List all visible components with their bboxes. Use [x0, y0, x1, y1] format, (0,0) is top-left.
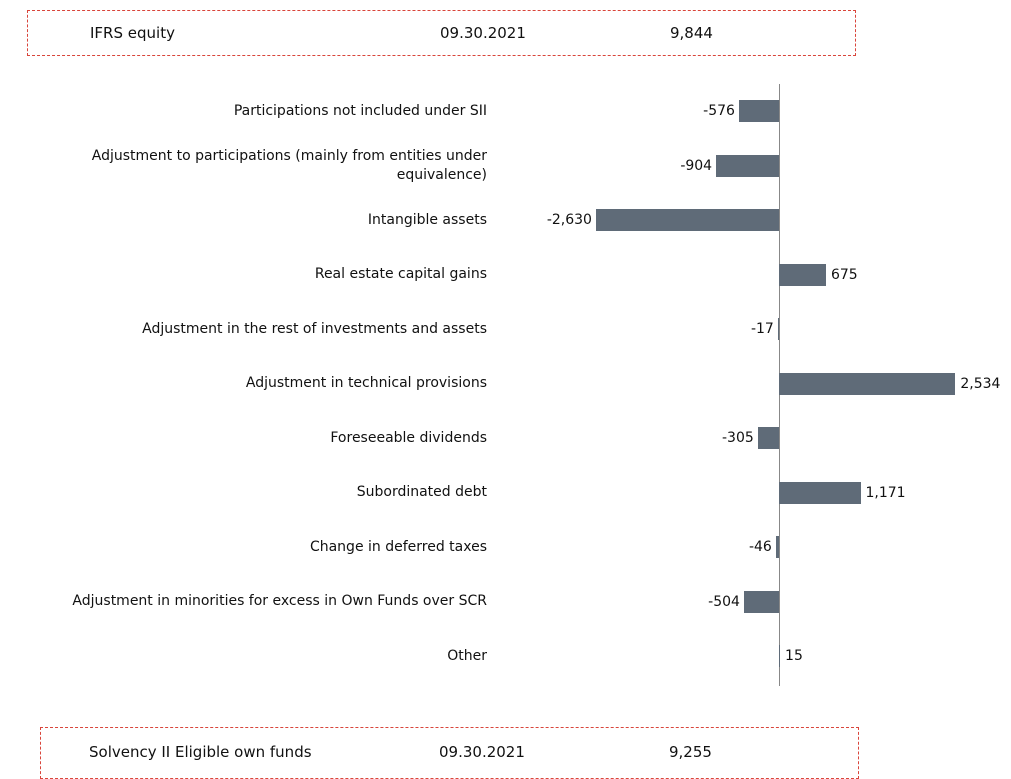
- category-label: Subordinated debt: [356, 484, 487, 500]
- value-label: -504: [708, 593, 740, 610]
- footer-label: Solvency II Eligible own funds: [89, 743, 312, 761]
- category-label: Participations not included under SII: [233, 102, 487, 119]
- bar: [738, 100, 779, 122]
- bar: [757, 427, 779, 449]
- value-label: -904: [680, 157, 713, 174]
- bar: [775, 536, 779, 558]
- category-label: Adjustment in minorities for excess in O…: [72, 593, 487, 609]
- bar: [779, 372, 956, 395]
- bar: [743, 590, 779, 613]
- value-label: -17: [750, 321, 774, 337]
- footer-date: 09.30.2021: [439, 743, 525, 761]
- value-label: -2,630: [546, 212, 592, 228]
- value-label: 15: [785, 648, 803, 664]
- value-label: -46: [748, 539, 772, 555]
- bar: [716, 154, 779, 177]
- category-label: Real estate capital gains: [314, 266, 487, 282]
- value-label: -576: [703, 103, 735, 119]
- value-label: -305: [722, 430, 754, 446]
- category-label: Adjustment in the rest of investments an…: [142, 320, 487, 337]
- bar: [595, 209, 779, 231]
- category-label: Other: [447, 647, 487, 664]
- footer-amount: 9,255: [669, 743, 712, 761]
- header-amount: 9,844: [670, 24, 713, 42]
- bar: [777, 318, 779, 340]
- category-label: Adjustment in technical provisions: [245, 375, 487, 391]
- header-date: 09.30.2021: [440, 24, 526, 42]
- category-label: Change in deferred taxes: [309, 538, 487, 555]
- bar: [779, 481, 861, 504]
- bar: [779, 263, 826, 286]
- header-box: IFRS equity 09.30.2021 9,844: [27, 10, 856, 56]
- value-label: 675: [830, 266, 858, 283]
- category-label: Foreseeable dividends: [330, 429, 487, 446]
- footer-box: Solvency II Eligible own funds 09.30.202…: [40, 727, 859, 779]
- category-label: Adjustment to participations (mainly fro…: [91, 147, 487, 183]
- value-label: 1,171: [865, 484, 906, 501]
- category-label: Intangible assets: [367, 211, 487, 228]
- value-label: 2,534: [960, 375, 1001, 392]
- header-label: IFRS equity: [90, 24, 175, 42]
- bar: [779, 645, 781, 667]
